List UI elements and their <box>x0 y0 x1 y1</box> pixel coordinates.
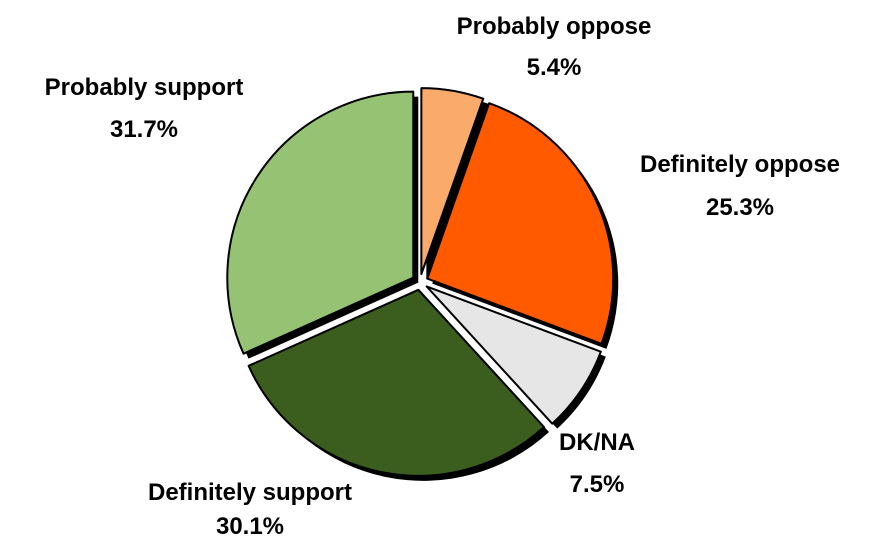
slice-dk-na <box>425 285 602 425</box>
label-probably-oppose-value: 5.4% <box>527 54 582 81</box>
slice-labels: Probably oppose 5.4% Definitely oppose 2… <box>45 13 840 539</box>
label-definitely-oppose-value: 25.3% <box>706 194 774 221</box>
label-definitely-support-name: Definitely support <box>148 479 352 506</box>
label-dkna-value: 7.5% <box>570 471 625 498</box>
slice-probably-support <box>226 90 415 355</box>
slice-definitely-support <box>247 288 545 477</box>
label-probably-support-value: 31.7% <box>110 116 178 143</box>
pie-slices <box>226 87 615 477</box>
label-probably-support-name: Probably support <box>45 74 244 101</box>
slice-definitely-oppose <box>426 102 615 345</box>
slice-probably-oppose <box>420 87 485 276</box>
label-dkna-name: DK/NA <box>559 429 635 456</box>
label-definitely-support-value: 30.1% <box>216 513 284 539</box>
label-definitely-oppose-name: Definitely oppose <box>640 151 840 178</box>
label-probably-oppose-name: Probably oppose <box>457 13 652 40</box>
